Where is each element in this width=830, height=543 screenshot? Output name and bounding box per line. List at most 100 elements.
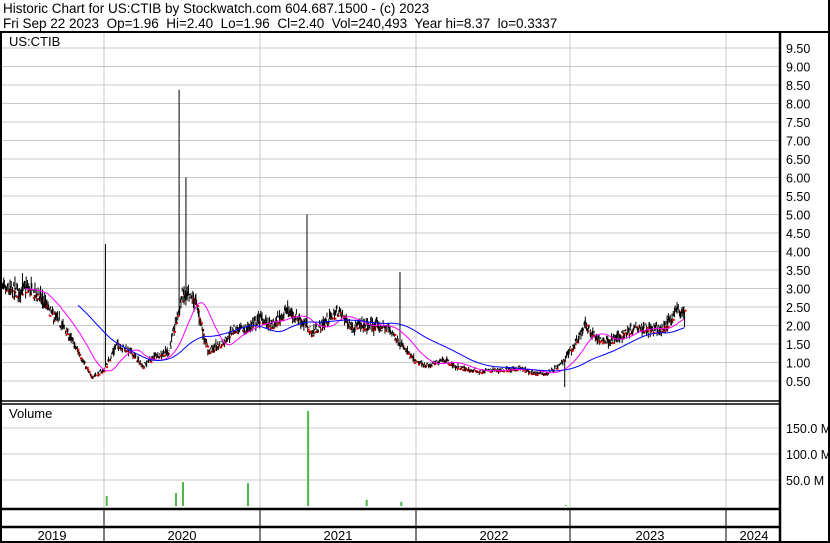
down-tick	[661, 330, 664, 333]
price-tick-label: 7.00	[786, 135, 810, 149]
down-tick	[80, 357, 83, 360]
down-tick	[252, 326, 255, 329]
down-tick	[177, 315, 180, 318]
symbol-label: US:CTIB	[9, 34, 60, 49]
year-label: 2023	[636, 528, 665, 543]
price-tick-label: 9.50	[786, 42, 810, 56]
quote-summary: Fri Sep 22 2023 Op=1.96 Hi=2.40 Lo=1.96 …	[3, 16, 558, 31]
price-tick-label: 4.00	[786, 246, 810, 260]
down-tick	[507, 370, 510, 373]
down-tick	[414, 361, 417, 364]
ma-short-line	[24, 288, 685, 374]
down-tick	[434, 363, 437, 366]
volume-bar	[564, 504, 567, 506]
down-tick	[528, 372, 531, 375]
down-tick	[221, 344, 224, 347]
price-tick-label: 1.00	[786, 357, 810, 371]
down-tick	[49, 314, 52, 317]
down-tick	[543, 373, 546, 376]
price-tick-label: 8.50	[786, 79, 810, 93]
down-tick	[268, 325, 271, 328]
down-tick	[96, 374, 99, 377]
price-tick-label: 6.00	[786, 172, 810, 186]
volume-tick-label: 150.0 M	[786, 422, 830, 436]
down-tick	[416, 360, 419, 363]
down-tick	[646, 326, 649, 329]
down-tick	[53, 312, 56, 315]
price-tick-label: 5.50	[786, 190, 810, 204]
down-tick	[664, 325, 667, 328]
down-tick	[667, 325, 670, 328]
grid	[0, 33, 780, 541]
down-tick	[309, 331, 312, 334]
down-tick	[644, 330, 647, 333]
down-tick	[132, 356, 135, 359]
volume-bars	[105, 410, 567, 506]
down-tick	[231, 332, 234, 335]
down-tick	[81, 358, 84, 361]
down-tick	[142, 366, 145, 369]
down-tick	[665, 329, 668, 332]
down-tick	[653, 331, 656, 334]
down-tick	[126, 350, 129, 353]
down-tick	[197, 305, 200, 308]
down-tick	[672, 318, 675, 321]
down-tick	[334, 317, 337, 320]
down-tick	[25, 291, 28, 294]
down-tick	[320, 328, 323, 331]
down-tick	[612, 342, 615, 345]
ma-long-line	[77, 305, 685, 372]
down-tick	[65, 330, 68, 333]
down-tick	[409, 356, 412, 359]
year-label: 2021	[324, 528, 353, 543]
price-bars	[0, 89, 687, 388]
price-tick-label: 9.00	[786, 61, 810, 75]
down-tick	[481, 372, 484, 375]
price-axis-labels: 0.50 1.00 1.50 2.00 2.50 3.00 3.50 4.00 4.50 5.00…	[786, 42, 810, 389]
down-tick	[343, 315, 346, 318]
down-tick	[132, 353, 135, 356]
down-tick	[684, 309, 687, 312]
down-tick	[164, 354, 167, 357]
down-tick	[236, 331, 239, 334]
volume-axis-labels: 50.0 M 100.0 M 150.0 M	[786, 422, 830, 488]
down-tick	[636, 326, 639, 329]
down-tick	[375, 325, 378, 328]
down-tick	[199, 317, 202, 320]
volume-bar	[105, 496, 108, 506]
down-tick	[457, 367, 460, 370]
down-tick	[535, 373, 538, 376]
down-tick	[200, 322, 203, 325]
year-label: 2022	[480, 528, 509, 543]
price-tick-label: 3.00	[786, 283, 810, 297]
price-tick-label: 3.50	[786, 264, 810, 278]
down-tick	[66, 333, 69, 336]
price-tick-label: 2.50	[786, 301, 810, 315]
price-tick-label: 8.00	[786, 98, 810, 112]
down-tick	[418, 363, 421, 366]
down-tick	[220, 346, 223, 349]
volume-bar	[174, 493, 177, 506]
volume-bar	[247, 483, 249, 506]
down-tick	[502, 370, 505, 373]
down-tick	[150, 360, 153, 363]
down-tick	[531, 373, 534, 376]
down-tick	[307, 328, 310, 331]
price-tick-label: 5.00	[786, 209, 810, 223]
volume-tick-label: 100.0 M	[786, 448, 830, 462]
down-tick	[489, 371, 492, 374]
down-tick	[571, 349, 574, 352]
volume-bar	[307, 410, 310, 506]
price-tick-label: 6.50	[786, 153, 810, 167]
down-tick	[629, 332, 632, 335]
down-tick	[522, 369, 525, 372]
down-tick	[315, 330, 318, 333]
volume-label: Volume	[9, 406, 52, 421]
down-tick	[408, 352, 411, 355]
down-tick	[556, 367, 559, 370]
volume-bar	[400, 501, 403, 506]
down-tick	[194, 302, 197, 305]
down-tick	[363, 328, 366, 331]
